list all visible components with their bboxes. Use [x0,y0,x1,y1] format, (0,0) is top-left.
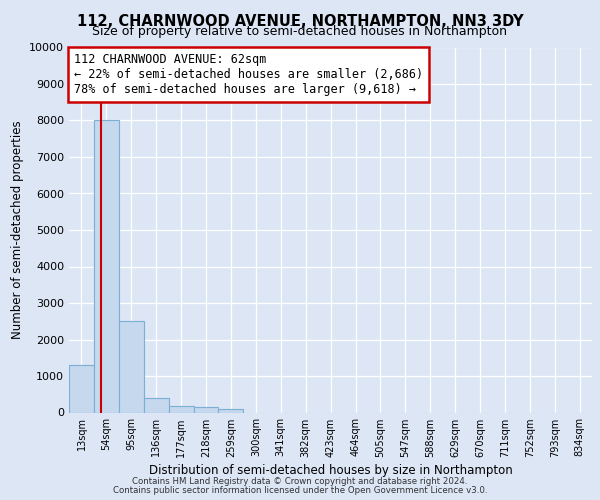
Bar [218,409,244,412]
Text: Contains public sector information licensed under the Open Government Licence v3: Contains public sector information licen… [113,486,487,495]
X-axis label: Distribution of semi-detached houses by size in Northampton: Distribution of semi-detached houses by … [149,464,512,477]
Bar [169,406,194,412]
Text: 112 CHARNWOOD AVENUE: 62sqm
← 22% of semi-detached houses are smaller (2,686)
78: 112 CHARNWOOD AVENUE: 62sqm ← 22% of sem… [74,53,424,96]
Bar [69,365,94,412]
Text: Contains HM Land Registry data © Crown copyright and database right 2024.: Contains HM Land Registry data © Crown c… [132,477,468,486]
Text: Size of property relative to semi-detached houses in Northampton: Size of property relative to semi-detach… [92,25,508,38]
Bar [194,408,218,412]
Bar [144,398,169,412]
Bar [119,322,144,412]
Bar [94,120,119,412]
Text: 112, CHARNWOOD AVENUE, NORTHAMPTON, NN3 3DY: 112, CHARNWOOD AVENUE, NORTHAMPTON, NN3 … [77,14,523,29]
Y-axis label: Number of semi-detached properties: Number of semi-detached properties [11,120,23,340]
